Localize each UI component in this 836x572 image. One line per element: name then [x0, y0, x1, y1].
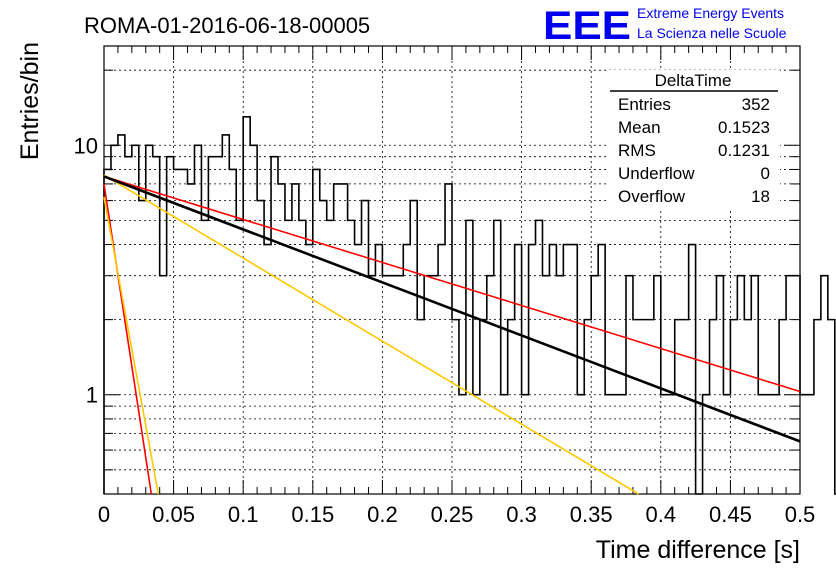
experiment-logo: EEE Extreme Energy Events La Scienza nel… — [543, 4, 787, 48]
stats-box-title: DeltaTime — [655, 71, 732, 90]
y-axis-label: Entries/bin — [16, 42, 44, 160]
x-tick-label: 0.3 — [506, 502, 537, 527]
stats-row-value: 0.1523 — [718, 118, 770, 137]
x-tick-label: 0 — [98, 502, 110, 527]
stats-row-label: Overflow — [618, 187, 686, 206]
stats-row-value: 18 — [751, 187, 770, 206]
stats-row-value: 352 — [742, 95, 770, 114]
logo-line-2: La Scienza nelle Scuole — [637, 25, 787, 41]
stats-box: DeltaTime Entries 352 Mean 0.1523 RMS 0.1231 U… — [608, 70, 780, 208]
x-tick-label: 0.4 — [646, 502, 677, 527]
x-axis-label: Time difference [s] — [596, 536, 800, 564]
y-tick-label: 10 — [74, 133, 98, 158]
logo-letters: EEE — [543, 4, 631, 48]
stats-row-value: 0 — [761, 164, 770, 183]
stats-box-rows: Entries 352 Mean 0.1523 RMS 0.1231 Underflow 0 O… — [618, 95, 770, 206]
x-tick-label: 0.35 — [570, 502, 613, 527]
fit-line — [103, 196, 160, 495]
fit-line — [103, 175, 801, 393]
fit-line — [103, 175, 801, 443]
y-tick-label: 1 — [86, 383, 98, 408]
stats-row-value: 0.1231 — [718, 141, 770, 160]
histogram — [103, 116, 836, 495]
x-tick-label: 0.05 — [152, 502, 195, 527]
stats-row-label: Mean — [618, 118, 661, 137]
stats-box-background — [608, 70, 780, 208]
x-tick-label: 0.5 — [785, 502, 816, 527]
x-tick-label: 0.1 — [228, 502, 259, 527]
axes: 0 0.05 0.1 0.15 0.2 0.25 0.3 0.35 0.4 0.45 0.5 1 10 — [74, 46, 816, 527]
logo-line-1: Extreme Energy Events — [637, 5, 784, 21]
chart-title: ROMA-01-2016-06-18-00005 — [84, 13, 370, 38]
x-tick-label: 0.45 — [709, 502, 752, 527]
fit-line — [103, 183, 153, 495]
stats-row-label: RMS — [618, 141, 656, 160]
stats-row-label: Underflow — [618, 164, 695, 183]
fit-line — [103, 174, 639, 495]
x-tick-label: 0.15 — [291, 502, 334, 527]
x-tick-label: 0.25 — [431, 502, 474, 527]
x-tick-label: 0.2 — [367, 502, 398, 527]
fit-lines — [103, 174, 801, 495]
stats-row-label: Entries — [618, 95, 671, 114]
histogram-outline — [103, 116, 836, 495]
